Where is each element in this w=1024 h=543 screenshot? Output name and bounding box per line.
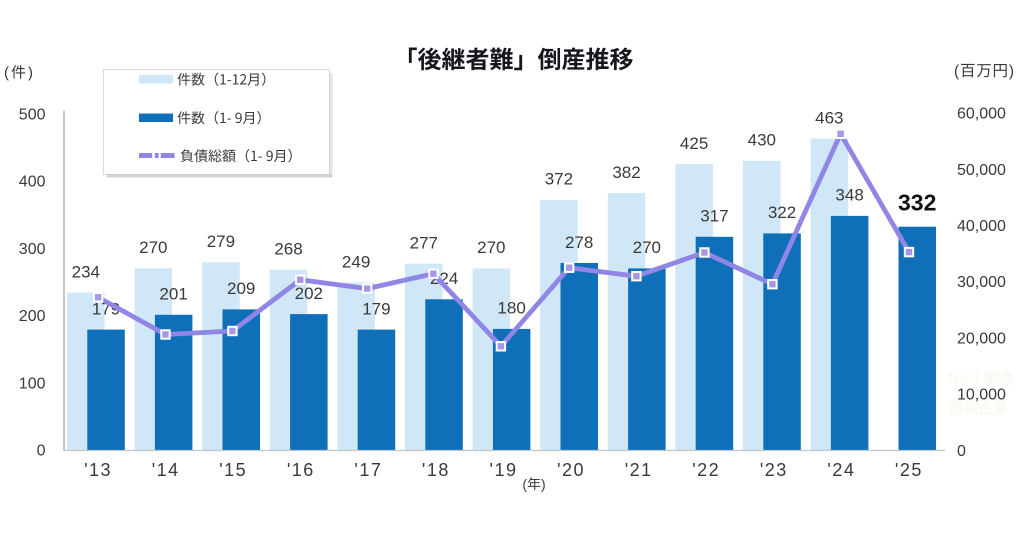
svg-text:'22: '22 bbox=[692, 460, 720, 480]
svg-text:(件): (件) bbox=[4, 62, 35, 83]
svg-text:249: 249 bbox=[342, 252, 370, 271]
svg-text:'14: '14 bbox=[152, 460, 180, 480]
svg-text:50,000: 50,000 bbox=[957, 162, 1006, 179]
svg-text:60,000: 60,000 bbox=[957, 106, 1006, 123]
svg-text:202: 202 bbox=[295, 284, 323, 303]
svg-text:201: 201 bbox=[159, 285, 187, 304]
svg-text:279: 279 bbox=[207, 232, 235, 251]
svg-text:10,000: 10,000 bbox=[957, 387, 1006, 404]
svg-text:430: 430 bbox=[748, 131, 776, 150]
svg-text:322: 322 bbox=[768, 203, 796, 222]
svg-text:件数（1-12月）: 件数（1-12月） bbox=[177, 70, 275, 90]
svg-text:'16: '16 bbox=[287, 460, 315, 480]
svg-text:209: 209 bbox=[227, 279, 255, 298]
svg-text:(百万円): (百万円) bbox=[954, 59, 1015, 81]
svg-text:'13: '13 bbox=[84, 460, 112, 480]
svg-text:件数（1- 9月）: 件数（1- 9月） bbox=[177, 108, 271, 128]
svg-text:(年): (年) bbox=[522, 474, 545, 494]
svg-text:20,000: 20,000 bbox=[957, 330, 1006, 347]
svg-text:348: 348 bbox=[835, 186, 863, 205]
svg-text:'18: '18 bbox=[422, 460, 450, 480]
svg-text:234: 234 bbox=[72, 262, 100, 281]
svg-text:270: 270 bbox=[139, 238, 167, 257]
svg-text:情報企業: 情報企業 bbox=[948, 397, 1009, 418]
svg-text:425: 425 bbox=[680, 134, 708, 153]
svg-text:'17: '17 bbox=[354, 460, 382, 480]
svg-text:463: 463 bbox=[815, 108, 843, 127]
svg-text:268: 268 bbox=[274, 240, 302, 259]
svg-text:500: 500 bbox=[19, 106, 46, 123]
svg-text:300: 300 bbox=[19, 241, 46, 258]
svg-text:'15: '15 bbox=[219, 460, 247, 480]
svg-text:278: 278 bbox=[565, 233, 593, 252]
svg-text:372: 372 bbox=[545, 170, 573, 189]
svg-text:317: 317 bbox=[700, 207, 728, 226]
svg-text:0: 0 bbox=[957, 443, 966, 460]
svg-text:270: 270 bbox=[633, 238, 661, 257]
svg-text:'21: '21 bbox=[625, 460, 653, 480]
svg-text:負債総額（1- 9月）: 負債総額（1- 9月） bbox=[180, 146, 302, 166]
svg-text:'24: '24 bbox=[827, 460, 855, 480]
svg-text:270: 270 bbox=[477, 238, 505, 257]
svg-text:200: 200 bbox=[19, 308, 46, 325]
svg-text:30,000: 30,000 bbox=[957, 274, 1006, 291]
svg-text:No.1 調査: No.1 調査 bbox=[948, 367, 1015, 388]
svg-text:100: 100 bbox=[19, 375, 46, 392]
svg-text:332: 332 bbox=[898, 190, 936, 216]
svg-text:277: 277 bbox=[410, 234, 438, 253]
svg-text:0: 0 bbox=[37, 443, 46, 460]
svg-text:382: 382 bbox=[612, 163, 640, 182]
svg-text:400: 400 bbox=[19, 174, 46, 191]
svg-text:179: 179 bbox=[362, 299, 390, 318]
svg-text:180: 180 bbox=[497, 299, 525, 318]
svg-text:「後継者難」倒産推移: 「後継者難」倒産推移 bbox=[394, 40, 634, 75]
svg-text:'19: '19 bbox=[490, 460, 518, 480]
svg-text:'23: '23 bbox=[760, 460, 788, 480]
svg-text:'20: '20 bbox=[557, 460, 585, 480]
svg-text:40,000: 40,000 bbox=[957, 218, 1006, 235]
svg-text:'25: '25 bbox=[895, 460, 923, 480]
